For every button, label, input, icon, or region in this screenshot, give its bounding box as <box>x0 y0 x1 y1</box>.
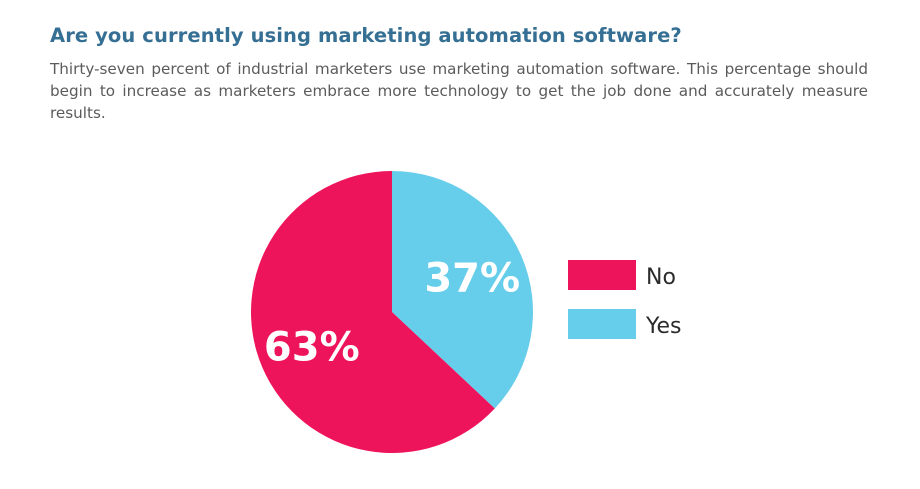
legend: No Yes <box>568 260 682 339</box>
legend-label-yes: Yes <box>645 314 682 339</box>
legend-swatch-no <box>568 260 636 290</box>
pie-slices <box>250 171 533 453</box>
intro-paragraph: Thirty-seven percent of industrial marke… <box>50 60 868 122</box>
pie-labels: 37% 63% <box>264 255 520 370</box>
pie-slice-yes <box>392 171 533 409</box>
slice-label-yes: 37% <box>424 255 520 301</box>
legend-label-no: No <box>646 265 676 290</box>
page-title: Are you currently using marketing automa… <box>50 24 682 47</box>
legend-swatch-yes <box>568 309 636 339</box>
slice-label-no: 63% <box>264 325 360 371</box>
pie-slice-no <box>250 171 495 453</box>
